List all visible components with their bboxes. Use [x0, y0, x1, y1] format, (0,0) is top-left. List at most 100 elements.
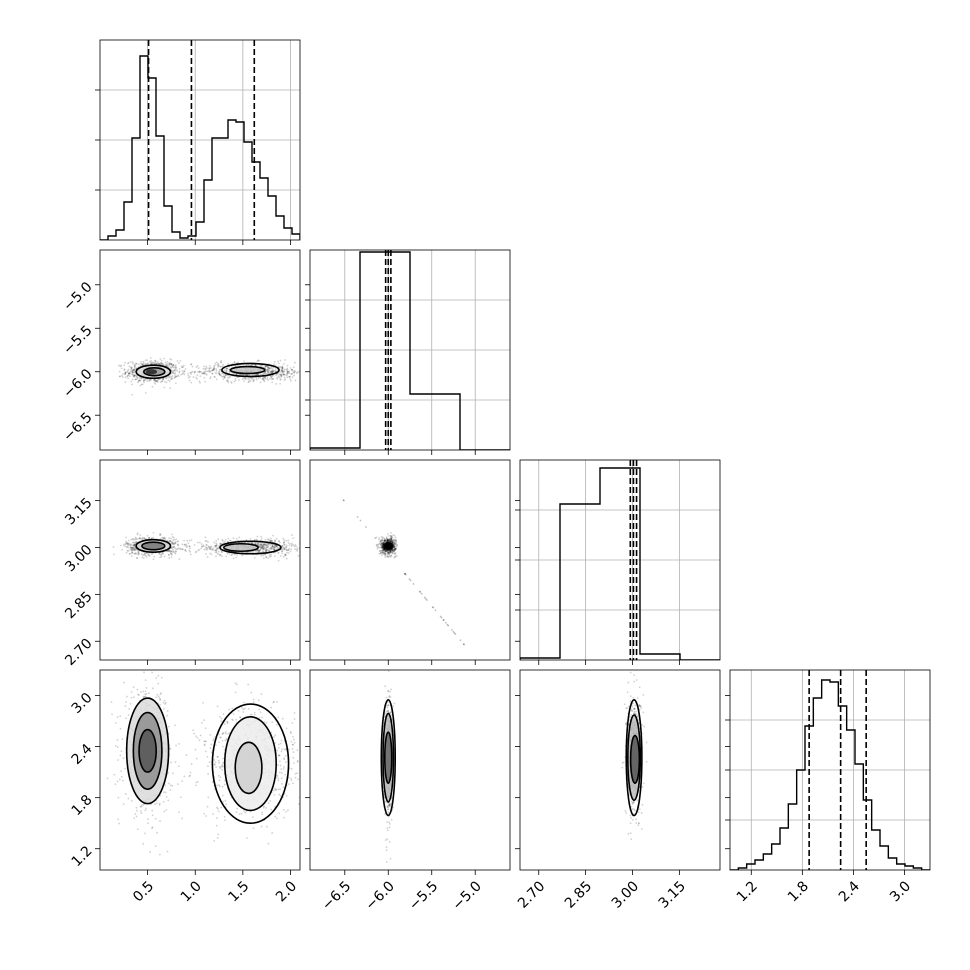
- scatter-point: [124, 705, 127, 707]
- scatter-point: [393, 548, 396, 551]
- scatter-point: [174, 372, 177, 374]
- scatter-point: [135, 806, 138, 809]
- scatter-point: [127, 797, 130, 800]
- scatter-point: [215, 368, 218, 370]
- scatter-point: [260, 544, 263, 547]
- scatter-point: [161, 380, 164, 383]
- scatter-point: [137, 693, 139, 696]
- scatter-point: [171, 541, 174, 544]
- scatter-point: [282, 786, 285, 789]
- scatter-point: [214, 761, 217, 764]
- scatter-point: [263, 380, 266, 383]
- scatter-point: [289, 550, 292, 553]
- scatter-point: [193, 371, 196, 374]
- scatter-point: [236, 807, 239, 810]
- scatter-point: [291, 748, 294, 750]
- scatter-point: [133, 543, 136, 546]
- scatter-point: [379, 546, 382, 549]
- scatter-point: [119, 715, 122, 718]
- scatter-point: [175, 550, 178, 553]
- scatter-point: [217, 833, 220, 836]
- scatter-point: [202, 372, 205, 375]
- scatter-point: [226, 367, 228, 370]
- scatter-point: [214, 551, 217, 553]
- scatter-point: [185, 550, 187, 553]
- scatter-point: [170, 363, 173, 366]
- scatter-point: [204, 740, 207, 743]
- scatter-point: [383, 539, 386, 542]
- scatter-point: [131, 544, 134, 547]
- scatter-point: [388, 550, 391, 553]
- scatter-point: [360, 537, 362, 539]
- scatter-point: [382, 541, 385, 544]
- scatter-point: [133, 544, 135, 546]
- scatter-point: [275, 701, 278, 703]
- scatter-point: [219, 776, 222, 779]
- scatter-point: [179, 548, 182, 551]
- scatter-point: [130, 551, 133, 554]
- scatter-point: [395, 540, 398, 543]
- scatter-point: [198, 739, 201, 742]
- scatter-point: [170, 377, 173, 380]
- scatter-point: [380, 539, 383, 542]
- scatter-point: [278, 372, 280, 375]
- scatter-point: [379, 540, 382, 543]
- scatter-point: [123, 544, 125, 547]
- scatter-point: [275, 789, 277, 791]
- scatter-point: [284, 554, 287, 557]
- scatter-point: [148, 378, 151, 381]
- scatter-point: [184, 368, 187, 370]
- scatter-point: [112, 553, 115, 556]
- scatter-point: [287, 371, 290, 374]
- scatter-point: [395, 554, 398, 557]
- scatter-point: [166, 710, 169, 712]
- scatter-point: [391, 541, 394, 543]
- scatter-point: [386, 539, 389, 542]
- scatter-point: [208, 370, 211, 373]
- scatter-point: [268, 554, 271, 557]
- scatter-point: [380, 551, 383, 554]
- scatter-point: [165, 377, 167, 380]
- scatter-point: [179, 796, 182, 799]
- scatter-point: [232, 557, 235, 560]
- scatter-point: [283, 816, 286, 819]
- scatter-point: [265, 546, 268, 549]
- scatter-point: [286, 373, 289, 376]
- scatter-point: [171, 375, 174, 377]
- scatter-point: [142, 842, 145, 845]
- scatter-point: [215, 824, 218, 827]
- scatter-point: [298, 370, 300, 373]
- scatter-point: [217, 547, 220, 550]
- scatter-point: [133, 374, 136, 377]
- scatter-point: [122, 372, 124, 375]
- scatter-point: [269, 540, 272, 543]
- scatter-point: [148, 554, 151, 557]
- scatter-point: [132, 548, 135, 551]
- scatter-point: [227, 374, 230, 377]
- scatter-point: [340, 751, 342, 753]
- scatter-point: [193, 370, 196, 373]
- scatter-point: [142, 360, 145, 363]
- scatter-point: [388, 540, 391, 542]
- scatter-point: [394, 539, 397, 542]
- scatter-point: [394, 548, 397, 550]
- histogram-p1: [100, 55, 300, 240]
- scatter-point: [281, 782, 283, 785]
- scatter-point: [271, 377, 274, 380]
- scatter-point: [261, 546, 264, 549]
- scatter-point: [257, 550, 260, 553]
- scatter-point: [281, 545, 284, 548]
- scatter-point: [164, 784, 167, 787]
- scatter-point: [170, 358, 173, 361]
- scatter-point: [208, 370, 210, 373]
- scatter-point: [384, 552, 387, 555]
- scatter-point: [383, 537, 386, 540]
- scatter-point: [293, 371, 296, 374]
- scatter-point: [262, 550, 265, 553]
- scatter-point: [287, 548, 290, 551]
- scatter-point: [261, 378, 264, 380]
- scatter-point: [232, 712, 235, 715]
- scatter-point: [294, 548, 296, 550]
- scatter-point: [130, 549, 133, 552]
- scatter-point: [119, 544, 122, 547]
